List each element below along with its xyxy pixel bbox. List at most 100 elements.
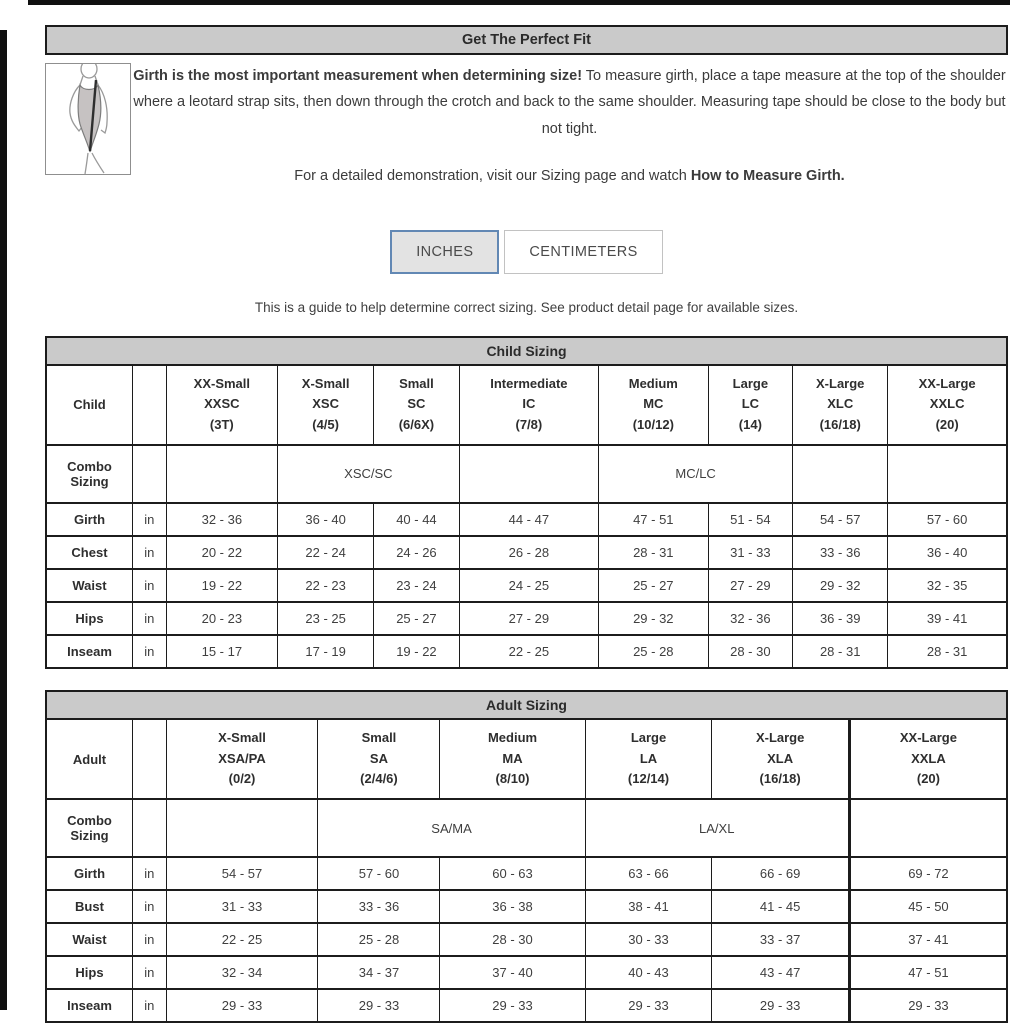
size-column-header: XX-Large XXLA (20) xyxy=(847,717,1008,801)
unit-cell: in xyxy=(131,501,167,537)
value-cell: 25 - 27 xyxy=(373,600,460,636)
combo-unit-cell xyxy=(131,443,167,504)
value-cell: 28 - 30 xyxy=(707,633,794,669)
value-cell: 32 - 35 xyxy=(887,567,1008,603)
value-cell: 51 - 54 xyxy=(707,501,794,537)
unit-toggle: INCHES CENTIMETERS xyxy=(45,229,1008,274)
value-cell: 36 - 38 xyxy=(439,889,586,925)
value-cell: 33 - 36 xyxy=(317,889,441,925)
measurement-row: Waist in 19 - 22 22 - 23 23 - 24 24 - 25 25 - … xyxy=(45,567,1008,603)
unit-cell: in xyxy=(131,534,167,570)
measurement-row: Hips in 20 - 23 23 - 25 25 - 27 27 - 29 29 - 3… xyxy=(45,600,1008,636)
table-title: Child Sizing xyxy=(45,335,1008,366)
measurement-row: Inseam in 29 - 33 29 - 33 29 - 33 29 - 33 29 -… xyxy=(45,988,1008,1023)
value-cell: 54 - 57 xyxy=(792,501,889,537)
value-cell: 44 - 47 xyxy=(458,501,600,537)
measurement-row: Chest in 20 - 22 22 - 24 24 - 26 26 - 28 28 - … xyxy=(45,534,1008,570)
measurement-label: Inseam xyxy=(45,988,133,1023)
combo-cell: XSC/SC xyxy=(277,443,460,504)
measurement-label: Chest xyxy=(45,534,133,570)
size-column-header: Large LA (12/14) xyxy=(584,717,713,801)
demo-line-text: For a detailed demonstration, visit our … xyxy=(294,168,691,185)
measurement-label: Girth xyxy=(45,856,133,892)
intro-text: Girth is the most important measurement … xyxy=(131,63,1008,190)
measurement-row: Girth in 54 - 57 57 - 60 60 - 63 63 - 66 66 - … xyxy=(45,856,1008,892)
value-cell: 17 - 19 xyxy=(277,633,375,669)
measurement-row: Bust in 31 - 33 33 - 36 36 - 38 38 - 41 41 - 4… xyxy=(45,889,1008,925)
value-cell: 60 - 63 xyxy=(439,856,586,892)
size-column-header: X-Large XLC (16/18) xyxy=(792,363,889,446)
girth-instructions-rest: To measure girth, place a tape measure a… xyxy=(133,68,1006,137)
value-cell: 29 - 33 xyxy=(317,988,441,1023)
measurement-row: Waist in 22 - 25 25 - 28 28 - 30 30 - 33 33 - … xyxy=(45,922,1008,958)
girth-instructions: Girth is the most important measurement … xyxy=(133,63,1006,142)
value-cell: 23 - 25 xyxy=(277,600,375,636)
adult-sizing-table: Adult Sizing Adult X-Small XSA/PA (0/2) Small… xyxy=(45,689,1008,1023)
size-column-header: Intermediate IC (7/8) xyxy=(458,363,600,446)
value-cell: 29 - 33 xyxy=(165,988,319,1023)
value-cell: 36 - 40 xyxy=(277,501,375,537)
value-cell: 22 - 24 xyxy=(277,534,375,570)
adult-sizing-table-container: Adult Sizing Adult X-Small XSA/PA (0/2) Small… xyxy=(45,689,1008,1023)
value-cell: 66 - 69 xyxy=(711,856,850,892)
unit-cell: in xyxy=(131,856,167,892)
value-cell: 41 - 45 xyxy=(711,889,850,925)
unit-cell: in xyxy=(131,955,167,991)
combo-cell xyxy=(458,443,600,504)
value-cell: 38 - 41 xyxy=(584,889,713,925)
value-cell: 29 - 32 xyxy=(598,600,709,636)
value-cell: 24 - 25 xyxy=(458,567,600,603)
combo-label: Combo Sizing xyxy=(45,798,133,859)
value-cell: 19 - 22 xyxy=(165,567,279,603)
combo-cell: LA/XL xyxy=(584,798,850,859)
window-frame-left xyxy=(0,30,7,1010)
value-cell: 15 - 17 xyxy=(165,633,279,669)
measurement-label: Bust xyxy=(45,889,133,925)
combo-cell: MC/LC xyxy=(598,443,794,504)
measurement-row: Girth in 32 - 36 36 - 40 40 - 44 44 - 47 47 - … xyxy=(45,501,1008,537)
value-cell: 22 - 23 xyxy=(277,567,375,603)
value-cell: 28 - 31 xyxy=(887,633,1008,669)
unit-cell: in xyxy=(131,633,167,669)
combo-label: Combo Sizing xyxy=(45,443,133,504)
value-cell: 25 - 28 xyxy=(598,633,709,669)
value-cell: 29 - 32 xyxy=(792,567,889,603)
measurement-row: Inseam in 15 - 17 17 - 19 19 - 22 22 - 25 25 -… xyxy=(45,633,1008,669)
value-cell: 30 - 33 xyxy=(584,922,713,958)
value-cell: 39 - 41 xyxy=(887,600,1008,636)
combo-cell xyxy=(165,798,319,859)
demo-line: For a detailed demonstration, visit our … xyxy=(133,163,1006,189)
window-frame-top xyxy=(28,0,1010,5)
value-cell: 20 - 23 xyxy=(165,600,279,636)
inches-button[interactable]: INCHES xyxy=(390,229,500,274)
value-cell: 20 - 22 xyxy=(165,534,279,570)
value-cell: 27 - 29 xyxy=(458,600,600,636)
value-cell: 34 - 37 xyxy=(317,955,441,991)
combo-unit-cell xyxy=(131,798,167,859)
unit-cell: in xyxy=(131,922,167,958)
value-cell: 54 - 57 xyxy=(165,856,319,892)
unit-cell: in xyxy=(131,988,167,1023)
value-cell: 40 - 43 xyxy=(584,955,713,991)
combo-cell xyxy=(887,443,1008,504)
value-cell: 32 - 34 xyxy=(165,955,319,991)
centimeters-button[interactable]: CENTIMETERS xyxy=(504,229,663,274)
measurement-label: Waist xyxy=(45,567,133,603)
combo-cell: SA/MA xyxy=(317,798,586,859)
value-cell: 57 - 60 xyxy=(887,501,1008,537)
page-title: Get The Perfect Fit xyxy=(45,25,1008,55)
size-column-header: Small SC (6/6X) xyxy=(373,363,460,446)
value-cell: 31 - 33 xyxy=(165,889,319,925)
size-column-header: X-Small XSA/PA (0/2) xyxy=(165,717,319,801)
measurement-label: Girth xyxy=(45,501,133,537)
value-cell: 40 - 44 xyxy=(373,501,460,537)
value-cell: 45 - 50 xyxy=(847,889,1008,925)
unit-header-cell xyxy=(131,717,167,801)
value-cell: 33 - 37 xyxy=(711,922,850,958)
value-cell: 19 - 22 xyxy=(373,633,460,669)
demo-line-bold: How to Measure Girth. xyxy=(690,168,845,185)
value-cell: 37 - 41 xyxy=(847,922,1008,958)
combo-cell xyxy=(847,798,1008,859)
unit-cell: in xyxy=(131,567,167,603)
value-cell: 26 - 28 xyxy=(458,534,600,570)
